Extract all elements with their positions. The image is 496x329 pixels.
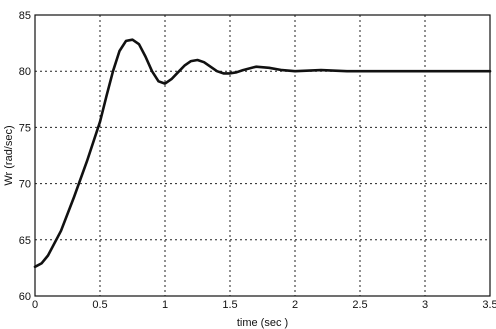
y-axis-label: Wr (rad/sec) — [3, 125, 15, 185]
plot-frame — [34, 14, 491, 297]
y-tick-label: 80 — [19, 66, 31, 78]
y-tick-label: 85 — [19, 10, 31, 22]
y-tick-label: 60 — [19, 291, 31, 303]
x-tick-label: 3.5 — [482, 299, 496, 311]
y-tick-label: 70 — [19, 179, 31, 191]
series-line — [33, 38, 492, 269]
y-tick-label: 75 — [19, 122, 31, 134]
x-tick-label: 2.5 — [352, 299, 367, 311]
tick-layer: 0 0.5 1 1.5 2 2.5 3 3.5 60 65 70 75 80 85 — [19, 10, 496, 311]
x-tick-label: 3 — [422, 299, 428, 311]
x-tick-label: 2 — [292, 299, 298, 311]
x-tick-label: 1 — [162, 299, 168, 311]
y-tick-label: 65 — [19, 235, 31, 247]
x-tick-label: 1.5 — [222, 299, 237, 311]
grid-layer — [35, 15, 490, 296]
series-layer — [33, 38, 492, 269]
x-axis-label: time (sec ) — [237, 317, 288, 329]
x-tick-label: 0 — [32, 299, 38, 311]
x-tick-label: 0.5 — [92, 299, 107, 311]
